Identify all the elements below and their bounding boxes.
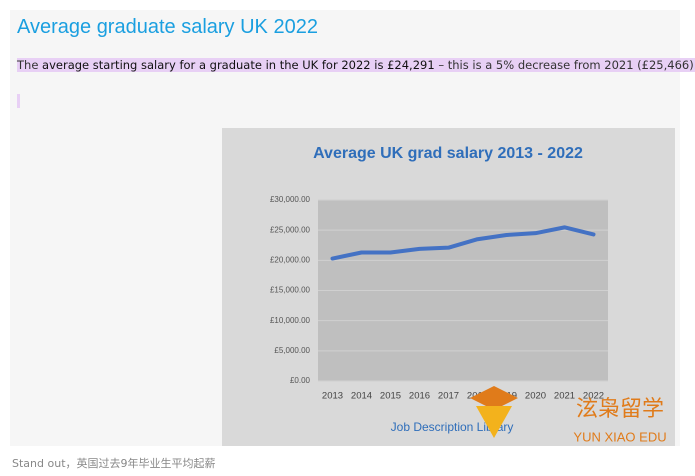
highlight-mark: [17, 94, 20, 108]
x-tick-label: 2021: [554, 391, 575, 402]
x-tick-label: 2020: [525, 391, 546, 402]
rest: – this is a 5% decrease from 2021 (£25,4…: [434, 58, 695, 72]
y-tick-label: £30,000.00: [270, 195, 311, 204]
y-tick-label: £25,000.00: [270, 225, 311, 234]
line: [330, 225, 596, 261]
y-tick-label: £5,000.00: [274, 346, 310, 355]
x-tick-label: 2022: [583, 391, 604, 402]
heading: Average graduate salary UK 2022: [17, 16, 318, 38]
y-tick-label: £15,000.00: [270, 286, 311, 295]
bold-text: average starting salary for a graduate i…: [42, 58, 435, 72]
y-tick-label: £10,000.00: [270, 316, 311, 325]
watermark: 泫枭留学 YUN XIAO EDU: [470, 386, 667, 444]
paragraph: The average starting salary for a gradua…: [17, 58, 695, 72]
x-tick-label: 2015: [380, 391, 401, 402]
watermark-latin: YUN XIAO EDU: [573, 429, 666, 444]
logo-body: [476, 406, 512, 438]
caption: Stand out，英国过去9年毕业生平均起薪: [12, 457, 216, 470]
x-tick-label: 2013: [322, 391, 343, 402]
watermark-brand: 泫枭留学: [576, 396, 664, 421]
logo-cap: [470, 386, 518, 410]
y-tick-label: £0.00: [290, 376, 311, 385]
x-tick-label: 2016: [409, 391, 430, 402]
chart-title: Average UK grad salary 2013 - 2022: [313, 145, 583, 162]
lead: The: [17, 58, 43, 72]
source-label: Job Description Library: [391, 420, 514, 434]
x-tick-label: 2014: [351, 391, 372, 402]
y-tick-label: £20,000.00: [270, 255, 311, 264]
x-tick-label: 2017: [438, 391, 459, 402]
